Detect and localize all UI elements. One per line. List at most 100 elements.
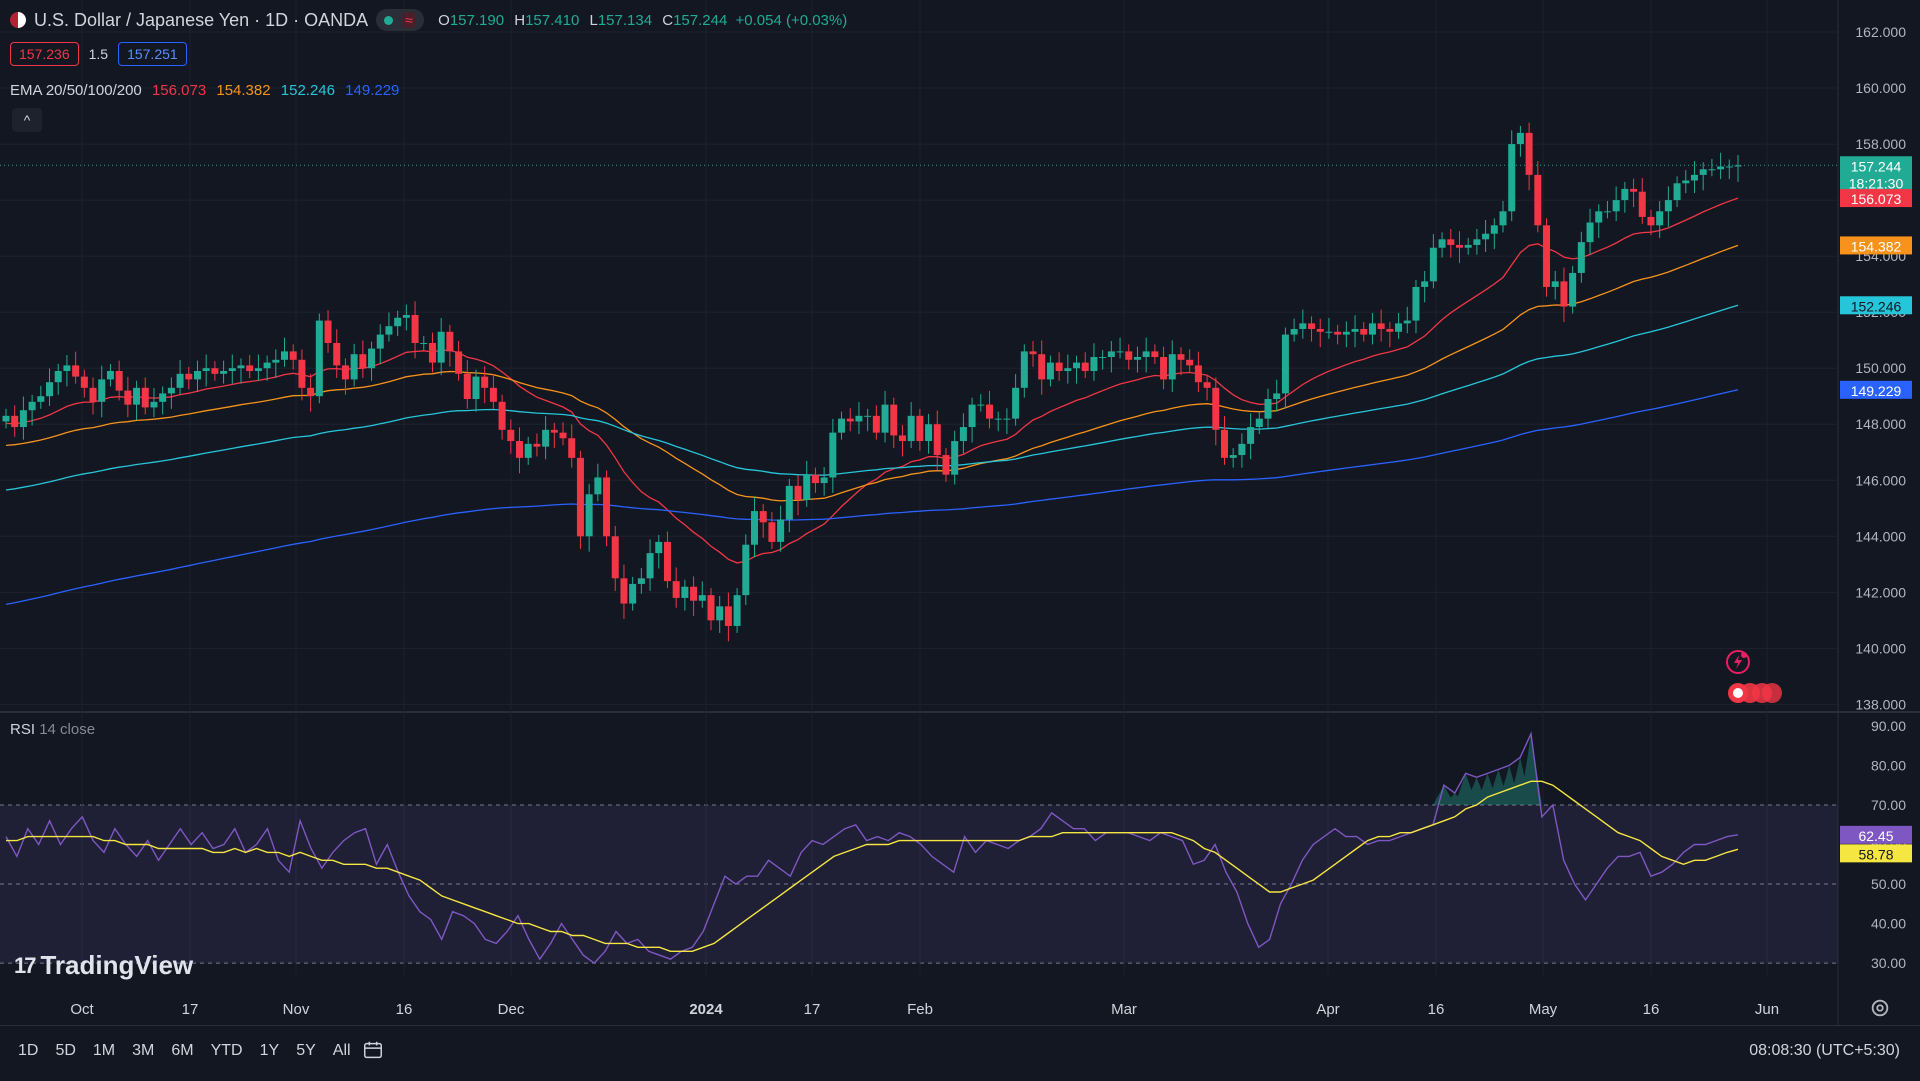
rsi-tick-label: 30.00 [1871,955,1906,971]
candle-body [681,586,689,598]
time-tick-label: 17 [182,1001,199,1018]
candle-body [1038,354,1046,380]
candle-body [881,404,889,433]
tradingview-logo[interactable]: 17 TradingView [14,950,193,981]
symbol-title[interactable]: U.S. Dollar / Japanese Yen · 1D · OANDA [34,9,369,30]
candle-body [994,418,1002,420]
candle-body [1421,281,1429,287]
ema-price-tag-text: 154.382 [1851,238,1902,254]
candle-body [1621,188,1629,201]
time-tick-label: Apr [1316,1001,1339,1018]
candle-body [1055,362,1063,372]
time-tick-label: Nov [283,1001,310,1018]
candle-body [759,511,767,523]
candle-body [1186,359,1194,366]
timeframe-5d[interactable]: 5D [55,1042,76,1059]
candle-body [385,326,393,335]
candle-body [811,474,819,484]
candle-body [1351,328,1359,332]
candle-body [1586,222,1594,243]
calendar-range-icon[interactable] [362,1039,384,1061]
timeframe-1m[interactable]: 1M [92,1042,116,1059]
last-price-tag-text: 18:21:30 [1849,175,1904,191]
rsi-legend[interactable]: RSI 14 close [10,721,95,738]
ema-price-tag [1840,189,1912,208]
candle-body [820,477,828,484]
alerts-widget[interactable] [1722,650,1792,715]
candle-body [341,365,349,380]
candle-body [368,348,376,369]
candle-body [1342,331,1350,335]
candle-body [411,314,419,343]
candle-body [1656,211,1664,226]
rsi-value-tag [1840,825,1912,844]
gear-icon[interactable] [1869,997,1891,1019]
candle-body [1525,132,1533,175]
candle-body [19,410,27,428]
candle-body [2,415,10,422]
candle-body [855,415,863,422]
candle-body [298,359,306,388]
timeframe-all[interactable]: All [332,1042,351,1059]
timeframe-1y[interactable]: 1Y [259,1042,280,1059]
candle-body [1177,354,1185,360]
candle-body [1212,387,1220,430]
collapse-legend-button[interactable]: ^ [12,108,42,132]
time-tick-label: May [1529,1001,1558,1018]
chart-canvas[interactable]: 162.000160.000158.000156.000154.000152.0… [0,0,1920,1025]
candle-body [951,441,959,475]
candle-body [202,368,210,372]
timeframe-1d[interactable]: 1D [18,1042,39,1059]
ema-legend[interactable]: EMA 20/50/100/200 156.073 154.382 152.24… [10,82,399,99]
last-price-tag-text: 157.244 [1851,158,1902,174]
timeframe-buttons: 1D 5D 1M 3M 6M YTD 1Y 5Y All [18,1042,351,1060]
market-status-pill[interactable]: ≈ [376,9,425,31]
candle-body [1734,165,1742,167]
candle-body [1377,323,1385,329]
candle-body [106,371,114,380]
timeframe-6m[interactable]: 6M [171,1042,194,1059]
candle-body [1638,191,1646,217]
rsi-ma-line [6,780,1739,952]
candle-body [629,583,637,604]
sell-button[interactable]: 157.236 [10,42,79,66]
candle-body [54,371,62,383]
candle-body [1290,328,1298,335]
candle-body [1708,169,1716,171]
ema-price-tag [1840,296,1912,315]
candle-body [1403,320,1411,324]
ema100-value: 152.246 [280,82,335,99]
candle-body [1203,382,1211,388]
time-tick-label: 16 [1643,1001,1660,1018]
candle-body [333,342,341,366]
candle-body [72,365,80,377]
clock-timezone[interactable]: 08:08:30 (UTC+5:30) [1749,1042,1900,1059]
candle-body [1046,362,1054,380]
candle-body [28,401,36,411]
candle-body [437,331,445,363]
flag-icon [10,12,26,28]
candle-body [1168,354,1176,380]
candle-body [1099,356,1107,358]
candle-body [959,427,967,442]
candle-body [864,415,872,417]
timeframe-5y[interactable]: 5Y [296,1042,316,1059]
candle-body [89,387,97,402]
candle-body [1220,429,1228,458]
timeframe-ytd[interactable]: YTD [210,1042,243,1059]
candle-body [150,401,158,408]
buy-button[interactable]: 157.251 [118,42,187,66]
candle-body [1003,418,1011,420]
ohlc-readout: O157.190 H157.410 L157.134 C157.244 +0.0… [438,11,848,29]
ema-lines [5,197,1739,606]
chart-header: U.S. Dollar / Japanese Yen · 1D · OANDA … [10,9,847,31]
price-tick-label: 160.000 [1855,80,1906,96]
candle-body [376,334,384,349]
candles [2,122,1742,642]
candle-body [524,443,532,458]
time-tick-label: Dec [498,1001,525,1018]
candle-body [985,404,993,419]
timeframe-3m[interactable]: 3M [132,1042,155,1059]
candle-body [498,401,506,430]
